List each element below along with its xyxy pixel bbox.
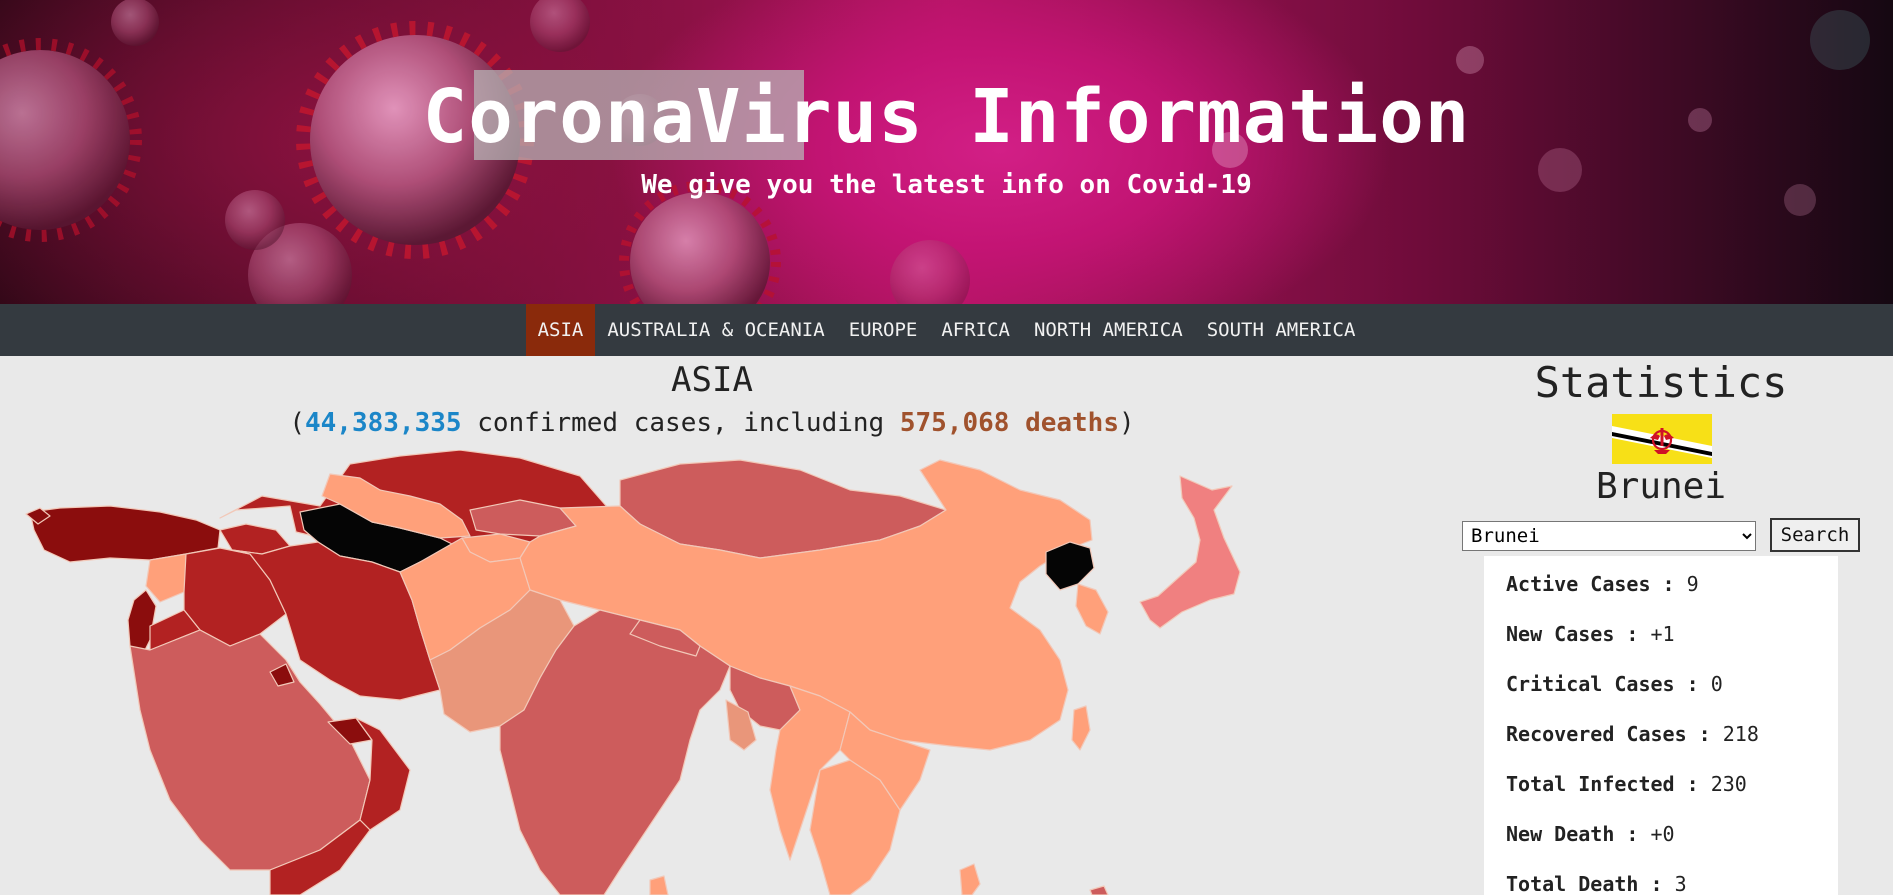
country-uzbekistan[interactable] [321,473,471,539]
nav-item-europe[interactable]: EUROPE [848,319,918,341]
country-kuwait[interactable] [269,663,295,687]
stat-value: 0 [1710,672,1723,696]
search-button[interactable]: Search [1770,518,1860,552]
country-sri-lanka[interactable] [649,875,669,895]
country-nepal[interactable] [629,619,701,657]
site-title: CoronaVirus Information [422,74,1471,160]
stat-total-infected: Total Infected : 230 [1506,772,1747,796]
text-selection-highlight [474,70,804,160]
stat-new-cases: New Cases : +1 [1506,622,1675,646]
country-cyprus[interactable] [25,507,51,525]
summary-open-paren: ( [289,408,305,438]
continent-nav: ASIA AUSTRALIA & OCEANIA EUROPE AFRICA N… [0,304,1893,356]
country-select[interactable]: Brunei [1462,521,1756,551]
stat-label: New Cases : [1506,622,1639,646]
statistics-title: Statistics [1534,358,1788,407]
stat-value: 3 [1674,872,1687,895]
stats-card: Active Cases : 9 New Cases : +1 Critical… [1484,556,1838,895]
stat-total-death: Total Death : 3 [1506,872,1687,895]
country-yemen[interactable] [269,819,371,895]
country-saudi-arabia[interactable] [129,629,371,871]
hero-banner: CoronaVirus Information We give you the … [0,0,1893,304]
nav-item-australia-oceania[interactable]: AUSTRALIA & OCEANIA [607,319,825,341]
stat-active-cases: Active Cases : 9 [1506,572,1699,596]
stat-value: +0 [1650,822,1675,846]
country-north-korea[interactable] [1045,541,1095,591]
asia-map [25,450,1241,895]
stat-critical-cases: Critical Cases : 0 [1506,672,1723,696]
stat-label: Active Cases : [1506,572,1675,596]
country-south-korea[interactable] [1075,583,1109,635]
stat-label: Critical Cases : [1506,672,1699,696]
summary-close-paren: ) [1119,408,1135,438]
country-vietnam[interactable] [839,711,931,811]
stat-recovered-cases: Recovered Cases : 218 [1506,722,1759,746]
brunei-flag [1612,414,1712,464]
country-japan[interactable] [1139,475,1241,629]
country-bhutan[interactable] [725,699,757,751]
stat-label: Total Infected : [1506,772,1699,796]
country-philippines[interactable] [959,863,981,895]
nav-item-africa[interactable]: AFRICA [941,319,1010,341]
confirmed-count: 44,383,335 [305,408,462,438]
stat-label: Total Death : [1506,872,1663,895]
deaths-count: 575,068 deaths [899,408,1119,438]
country-philippines-2[interactable] [1089,885,1109,895]
site-subtitle: We give you the latest info on Covid-19 [641,170,1252,200]
stat-value: 230 [1710,772,1747,796]
nav-item-north-america[interactable]: NORTH AMERICA [1033,319,1183,341]
region-title: ASIA [671,360,753,400]
summary-text: confirmed cases, including [461,408,900,438]
country-taiwan[interactable] [1071,705,1091,751]
selected-country-name: Brunei [1595,466,1727,507]
nav-item-asia[interactable]: ASIA [525,304,596,356]
stat-value: 218 [1722,722,1759,746]
stat-value: 9 [1686,572,1699,596]
region-summary: (44,383,335 confirmed cases, including 5… [0,408,1424,438]
stat-value: +1 [1650,622,1675,646]
nav-item-south-america[interactable]: SOUTH AMERICA [1206,319,1356,341]
stat-label: New Death : [1506,822,1639,846]
stat-label: Recovered Cases : [1506,722,1711,746]
stat-new-death: New Death : +0 [1506,822,1675,846]
